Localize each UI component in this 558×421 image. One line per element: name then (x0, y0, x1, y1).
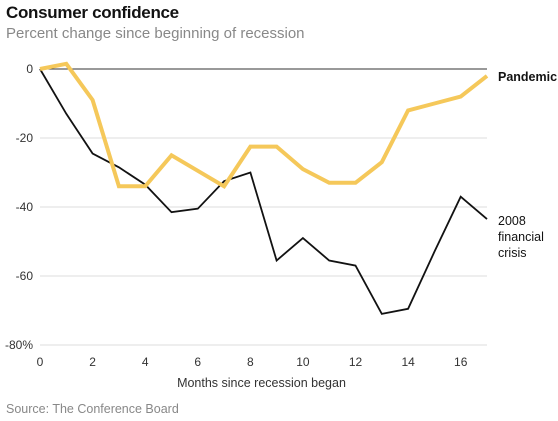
pandemic-series-line (39, 61, 489, 189)
chart-title: Consumer confidence (6, 3, 179, 22)
y-axis-ticks: 0 -20 -40 -60 -80% (5, 62, 33, 352)
financial-crisis-series-label: financial (498, 230, 544, 244)
series-lines (39, 61, 489, 315)
x-axis-label: Months since recession began (177, 376, 346, 390)
financial-crisis-series-label: crisis (498, 246, 526, 260)
y-tick-label: -80% (5, 338, 33, 352)
chart-subtitle: Percent change since beginning of recess… (6, 25, 305, 42)
x-tick-label: 10 (296, 355, 310, 369)
x-tick-label: 12 (349, 355, 363, 369)
financial-crisis-series-label: 2008 (498, 214, 526, 228)
grid-lines (40, 68, 487, 346)
series-labels: Pandemic 2008 financial crisis (498, 70, 557, 260)
x-axis-ticks: 0 2 4 6 8 10 12 14 16 (37, 355, 468, 369)
y-tick-label: -20 (16, 131, 34, 145)
pandemic-series-label: Pandemic (498, 70, 557, 84)
x-tick-label: 0 (37, 355, 44, 369)
source-note: Source: The Conference Board (6, 402, 179, 416)
financial-crisis-series-line (39, 68, 488, 315)
y-tick-label: -40 (16, 200, 34, 214)
x-tick-label: 6 (194, 355, 201, 369)
y-tick-label: 0 (26, 62, 33, 76)
x-tick-label: 4 (142, 355, 149, 369)
x-tick-label: 8 (247, 355, 254, 369)
x-tick-label: 14 (401, 355, 415, 369)
x-tick-label: 2 (89, 355, 96, 369)
x-tick-label: 16 (454, 355, 468, 369)
y-tick-label: -60 (16, 269, 34, 283)
